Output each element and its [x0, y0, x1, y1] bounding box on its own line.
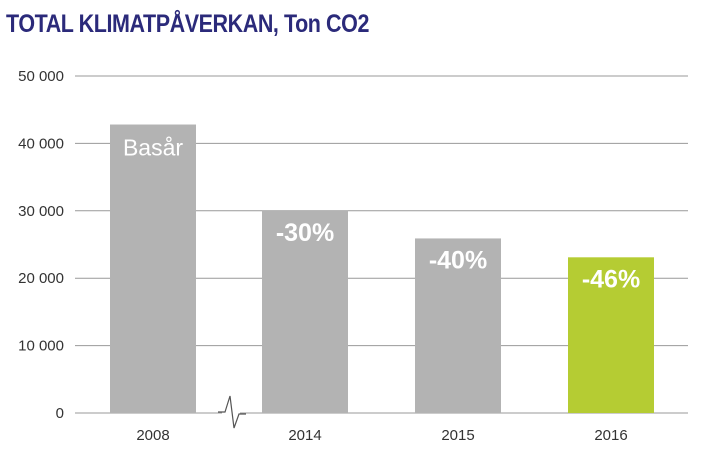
y-tick-label: 50 000 [18, 68, 64, 85]
data-label-2016: -46% [582, 265, 640, 293]
chart-title: TOTAL KLIMATPÅVERKAN, Ton CO2 [6, 10, 369, 38]
data-label-2015: -40% [429, 246, 487, 274]
bar-2016 [568, 257, 654, 413]
y-tick-label: 40 000 [18, 135, 64, 152]
x-tick-label: 2015 [441, 427, 474, 444]
y-tick-label: 0 [56, 405, 64, 422]
y-tick-label: 10 000 [18, 338, 64, 355]
x-tick-label: 2016 [594, 427, 627, 444]
axis-break-icon [218, 395, 246, 429]
x-tick-label: 2008 [136, 427, 169, 444]
x-tick-label: 2014 [288, 427, 321, 444]
bar-2008 [110, 124, 196, 413]
data-label-2014: -30% [276, 219, 334, 247]
bar-2014 [262, 210, 348, 413]
data-label-2008: Basår [123, 135, 183, 161]
bar-2015 [415, 238, 501, 413]
y-tick-label: 20 000 [18, 270, 64, 287]
y-tick-label: 30 000 [18, 203, 64, 220]
